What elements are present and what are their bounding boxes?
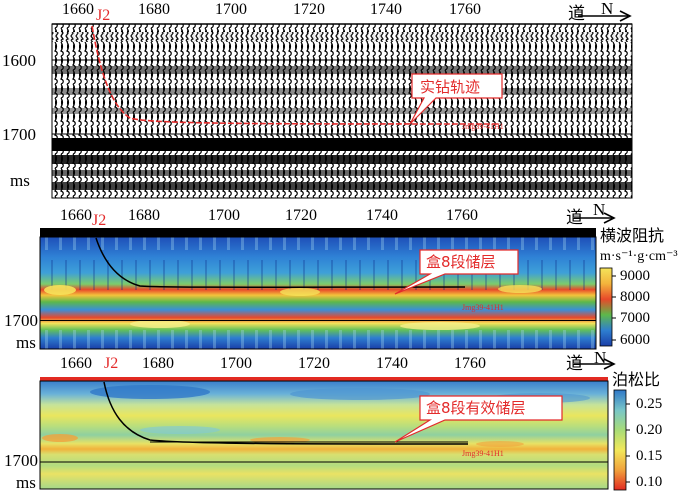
trace-tick: 1720	[293, 1, 325, 18]
trace-axis-label: 道	[568, 4, 585, 24]
trace-tick: 1700	[220, 355, 252, 372]
time-unit: ms	[10, 171, 30, 190]
trace-tick: 1760	[454, 355, 486, 372]
time-unit: ms	[16, 473, 36, 492]
poisson-panel: 1660 J2 1680 1700 1720 1740 1760 道 N 170…	[0, 348, 700, 492]
colorbar-tick: 6000	[620, 332, 650, 348]
colorbar-tick: 7000	[620, 310, 650, 326]
trace-tick: 1660	[60, 207, 92, 224]
colorbar-tick: 0.10	[636, 474, 663, 490]
poisson-colorbar	[613, 389, 627, 491]
trace-tick: 1720	[298, 355, 330, 372]
trace-tick: 1660	[60, 355, 92, 372]
north-label: N	[593, 200, 606, 219]
well-label: J2	[96, 7, 111, 24]
trace-tick: 1740	[376, 355, 408, 372]
colorbar-tick: 0.15	[636, 448, 663, 464]
time-tick: 1700	[4, 311, 38, 330]
well-label: J2	[104, 355, 119, 372]
trace-tick: 1740	[366, 207, 398, 224]
colorbar-tick: 0.25	[636, 396, 663, 412]
trajectory-label: Jmg39-41H1	[462, 122, 504, 131]
north-label: N	[601, 0, 614, 18]
well-label: J2	[92, 212, 107, 229]
time-tick: 1700	[2, 125, 36, 144]
trace-tick: 1680	[142, 355, 174, 372]
trajectory-label: Jmg39-41H1	[462, 303, 504, 312]
north-label: N	[594, 348, 607, 367]
trace-tick: 1700	[208, 207, 240, 224]
callout-box	[394, 395, 563, 443]
trace-tick: 1760	[446, 207, 478, 224]
time-tick: 1700	[4, 451, 38, 470]
callout-text: 盒8段有效储层	[426, 399, 526, 417]
colorbar-tick: 8000	[620, 289, 650, 305]
trace-tick: 1760	[449, 1, 481, 18]
impedance-colorbar	[599, 267, 613, 347]
trace-tick: 1700	[215, 1, 247, 18]
time-unit: ms	[16, 333, 36, 352]
poisson-section: Jmg39-41H1 盒8段有效储层	[39, 358, 630, 491]
callout-box	[409, 73, 503, 125]
well-trajectory	[95, 237, 466, 288]
callout-text: 盒8段储层	[426, 253, 496, 271]
colorbar-title: 泊松比	[612, 370, 661, 389]
trace-tick: 1720	[285, 207, 317, 224]
colorbar-unit: m·s⁻¹·g·cm⁻³	[600, 249, 678, 264]
seismic-panel: 1660 J2 1680 1700 1720 1740 1760 道 N 160…	[0, 0, 700, 200]
callout-box	[394, 249, 519, 295]
time-tick: 1600	[2, 51, 36, 70]
colorbar-title: 横波阻抗	[600, 226, 665, 245]
colorbar-tick: 0.20	[636, 422, 663, 438]
callout-text: 实钻轨迹	[420, 78, 480, 96]
impedance-section: Jmg39-41H1 盒8段储层	[39, 212, 616, 350]
colorbar-tick: 9000	[620, 268, 650, 284]
trace-tick: 1660	[62, 1, 94, 18]
trajectory-label: Jmg39-41H1	[462, 449, 504, 458]
impedance-panel: 1660 J2 1680 1700 1720 1740 1760 道 N 170…	[0, 200, 700, 352]
trace-tick: 1680	[128, 207, 160, 224]
trace-tick: 1680	[138, 1, 170, 18]
well-trajectory	[91, 25, 501, 125]
seismic-section: Jmg39-41H1 实钻轨迹	[51, 10, 633, 199]
trace-tick: 1740	[370, 1, 402, 18]
